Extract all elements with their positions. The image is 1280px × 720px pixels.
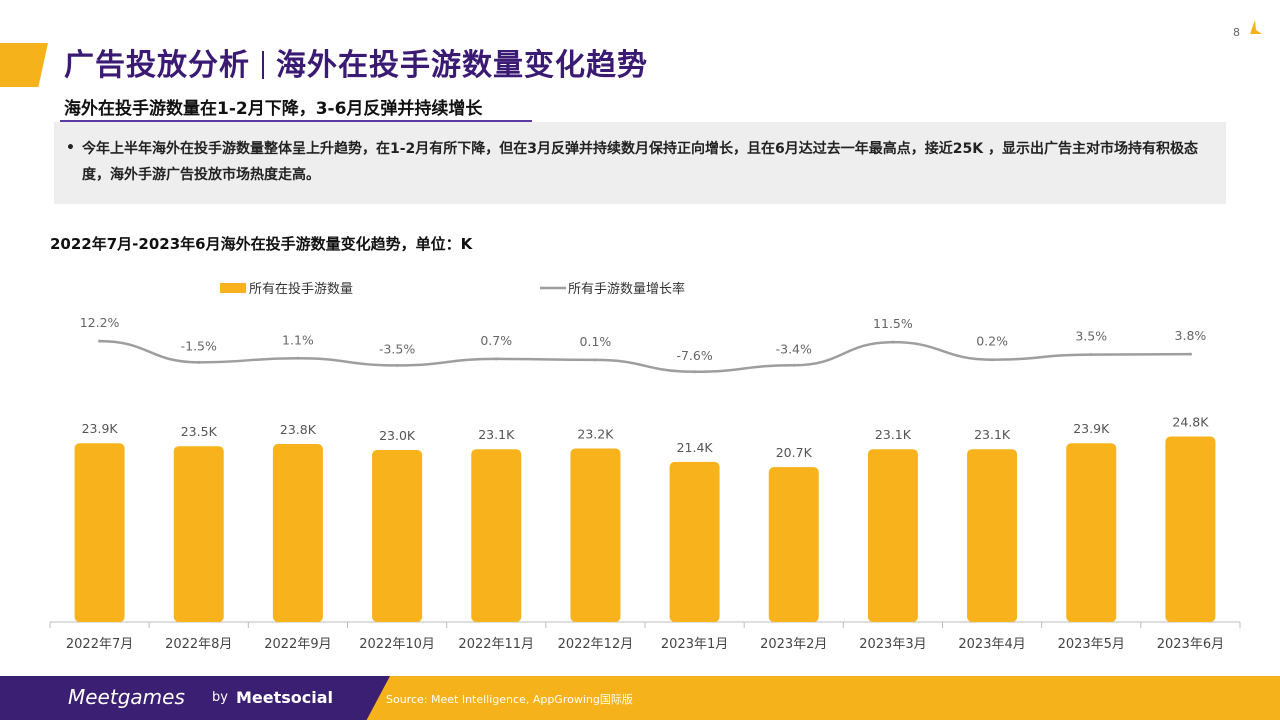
growth-point [1188, 352, 1192, 356]
x-tick-label: 2023年4月 [958, 637, 1025, 652]
bar-value-label: 23.2K [577, 426, 614, 441]
bar-value-label: 23.1K [478, 427, 515, 442]
growth-value-label: 12.2% [80, 315, 120, 330]
page-number: 8 [1233, 26, 1240, 39]
bar [669, 461, 720, 622]
x-tick-label: 2022年10月 [359, 637, 435, 652]
growth-point [693, 370, 697, 374]
bar-value-label: 23.1K [875, 427, 912, 442]
growth-point [494, 357, 498, 361]
footer-brand-panel [0, 676, 390, 720]
legend-bar-label: 所有在投手游数量 [249, 281, 353, 297]
subtitle-underline [60, 120, 532, 122]
bar-value-label: 23.1K [974, 427, 1011, 442]
bar [372, 449, 423, 622]
bar-value-label: 20.7K [776, 445, 813, 460]
x-tick-label: 2022年11月 [458, 637, 534, 652]
bar [471, 449, 522, 622]
page-title: 广告投放分析 海外在投手游数量变化趋势 [64, 40, 648, 84]
growth-point [593, 358, 597, 362]
growth-line [99, 339, 1191, 374]
x-tick-label: 2023年3月 [859, 637, 926, 652]
x-tick-label: 2022年7月 [66, 637, 133, 652]
title-accent-bar [0, 43, 48, 87]
growth-value-label: 3.8% [1175, 328, 1207, 343]
growth-value-label: -3.5% [379, 341, 415, 356]
bar [272, 443, 323, 622]
bar [74, 443, 125, 622]
bar [1066, 443, 1117, 622]
growth-point [1089, 353, 1093, 357]
summary-text: 今年上半年海外在投手游数量整体呈上升趋势，在1-2月有所下降，但在3月反弹并持续… [82, 141, 1198, 183]
growth-point [296, 356, 300, 360]
x-tick-label: 2022年9月 [264, 637, 331, 652]
growth-value-label: -1.5% [181, 338, 217, 353]
brand-logo-meetsocial: Meetsocial [236, 688, 334, 707]
source-note: Source: Meet Intelligence, AppGrowing国际版 [386, 693, 633, 706]
bar-value-label: 24.8K [1172, 414, 1209, 429]
bar-value-label: 23.9K [82, 421, 119, 436]
x-tick-label: 2023年6月 [1157, 637, 1224, 652]
summary-box: • 今年上半年海外在投手游数量整体呈上升趋势，在1-2月有所下降，但在3月反弹并… [54, 122, 1226, 204]
x-tick-label: 2022年12月 [558, 637, 634, 652]
growth-value-label: 1.1% [282, 332, 314, 347]
growth-value-label: 11.5% [873, 316, 913, 331]
title-topic: 海外在投手游数量变化趋势 [276, 48, 648, 83]
section-subtitle: 海外在投手游数量在1-2月下降，3-6月反弹并持续增长 [64, 99, 483, 119]
x-tick-label: 2023年5月 [1058, 637, 1125, 652]
x-tick-label: 2022年8月 [165, 637, 232, 652]
corner-logo-icon [1250, 20, 1262, 34]
growth-value-label: -3.4% [776, 341, 812, 356]
growth-value-label: 3.5% [1075, 329, 1107, 344]
title-section: 广告投放分析 [64, 48, 250, 83]
legend-line-label: 所有手游数量增长率 [568, 281, 685, 297]
bar-value-label: 23.8K [280, 422, 317, 437]
summary-bullet: • [66, 140, 75, 156]
growth-value-label: -7.6% [676, 348, 712, 363]
growth-point [197, 360, 201, 364]
title-divider [262, 51, 264, 79]
chart-title: 2022年7月-2023年6月海外在投手游数量变化趋势，单位：K [50, 235, 473, 253]
growth-point [98, 339, 102, 343]
bar [967, 449, 1018, 622]
bar-value-label: 23.0K [379, 428, 416, 443]
growth-point [792, 363, 796, 367]
x-tick-label: 2023年1月 [661, 637, 728, 652]
growth-value-label: 0.7% [480, 333, 512, 348]
bar [1165, 436, 1216, 622]
bar-value-label: 21.4K [677, 440, 714, 455]
bar [768, 467, 819, 622]
bar [570, 448, 621, 622]
brand-by: by [212, 690, 228, 705]
bar [867, 449, 918, 622]
brand-logo-meetgames: Meetgames [68, 685, 185, 709]
growth-value-label: 0.1% [580, 334, 612, 349]
bar-value-label: 23.9K [1073, 421, 1110, 436]
bar [173, 446, 224, 622]
growth-value-label: 0.2% [976, 334, 1008, 349]
x-tick-label: 2023年2月 [760, 637, 827, 652]
growth-point [990, 358, 994, 362]
bar-value-label: 23.5K [181, 424, 218, 439]
legend-bar-swatch [220, 283, 246, 293]
growth-point [891, 340, 895, 344]
growth-point [395, 363, 399, 367]
combo-chart: 所有在投手游数量 所有手游数量增长率 23.9K 2022年7月 23.5K 2022年8… [49, 281, 1241, 652]
